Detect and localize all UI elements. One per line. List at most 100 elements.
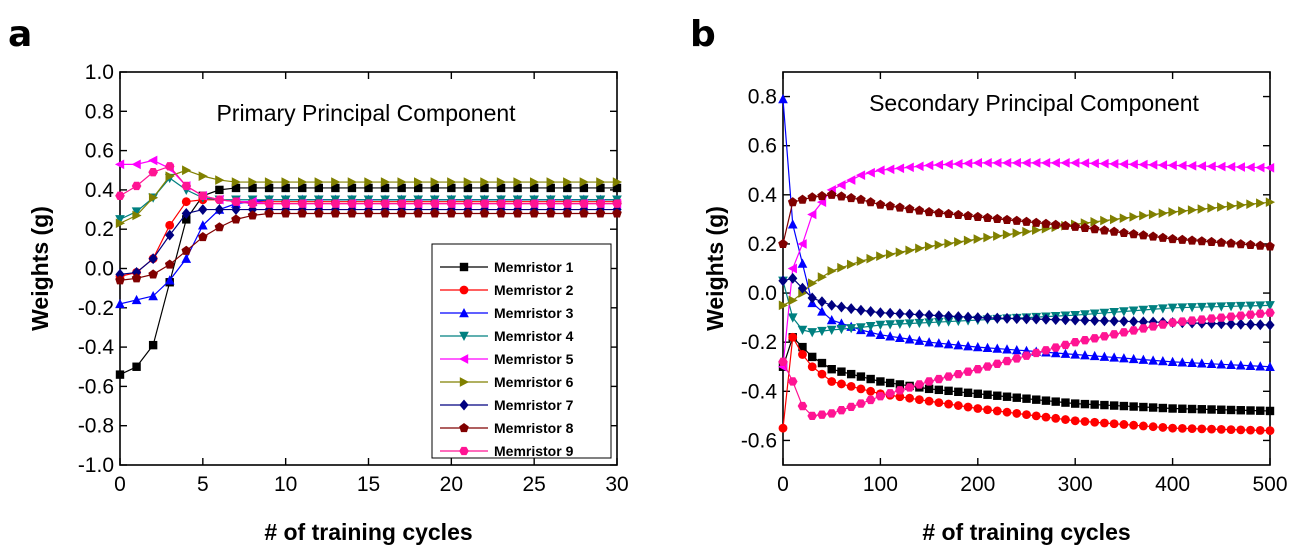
b-data-point bbox=[787, 219, 798, 229]
a-data-point bbox=[115, 298, 125, 309]
a-legend-marker bbox=[458, 354, 469, 364]
b-data-point bbox=[787, 263, 797, 274]
a-data-point bbox=[363, 208, 374, 218]
a-legend-label: Memristor 6 bbox=[494, 374, 574, 390]
a-data-point bbox=[529, 208, 539, 218]
b-data-point bbox=[1235, 360, 1246, 370]
b-data-point bbox=[1255, 240, 1266, 250]
a-data-point bbox=[214, 195, 225, 204]
b-data-point bbox=[1158, 208, 1168, 219]
b-data-point bbox=[1245, 310, 1256, 319]
b-data-point bbox=[894, 163, 905, 174]
b-data-point bbox=[1236, 318, 1246, 330]
b-data-point bbox=[1060, 348, 1071, 358]
a-data-point bbox=[264, 199, 274, 208]
b-data-point bbox=[856, 323, 866, 333]
b-data-point bbox=[1255, 309, 1266, 318]
a-x-tick-label: 5 bbox=[197, 473, 209, 496]
b-data-point bbox=[963, 235, 974, 246]
a-data-point bbox=[612, 177, 623, 187]
b-data-point bbox=[1050, 343, 1061, 352]
b-data-point bbox=[924, 377, 934, 386]
b-data-point bbox=[1158, 232, 1168, 242]
a-data-point bbox=[215, 175, 225, 185]
b-data-point bbox=[1177, 423, 1187, 433]
a-y-axis-title: Weights (g) bbox=[27, 206, 53, 331]
b-data-point bbox=[1167, 356, 1178, 367]
a-data-point bbox=[396, 208, 407, 218]
b-data-point bbox=[1226, 161, 1236, 172]
a-data-point bbox=[529, 177, 540, 187]
b-data-point bbox=[972, 365, 983, 374]
a-data-point bbox=[181, 208, 191, 219]
b-data-point bbox=[904, 319, 915, 329]
a-data-point bbox=[512, 208, 523, 218]
b-data-point bbox=[1089, 334, 1100, 343]
a-data-point bbox=[397, 177, 407, 187]
b-data-point bbox=[1187, 205, 1198, 215]
b-data-point bbox=[963, 311, 973, 323]
b-data-point bbox=[1011, 215, 1022, 225]
b-data-point bbox=[1031, 158, 1041, 168]
b-data-point bbox=[1109, 159, 1119, 169]
b-data-point bbox=[1168, 207, 1178, 217]
b-data-point bbox=[924, 337, 934, 347]
b-data-point bbox=[1061, 415, 1070, 424]
b-data-point bbox=[1041, 346, 1051, 355]
b-y-tick-label: 0.8 bbox=[748, 86, 777, 109]
a-y-tick-label: -0.2 bbox=[78, 297, 114, 320]
a-data-point bbox=[248, 177, 258, 187]
b-y-axis-title: Weights (g) bbox=[702, 206, 728, 331]
b-data-point bbox=[1226, 312, 1236, 321]
b-data-point bbox=[1265, 308, 1275, 317]
a-data-point bbox=[181, 245, 192, 255]
b-data-point bbox=[846, 175, 856, 185]
b-data-point bbox=[885, 201, 895, 211]
a-legend-marker bbox=[459, 446, 469, 456]
b-y-tick-label: 0.0 bbox=[748, 282, 777, 305]
a-data-point bbox=[579, 183, 589, 193]
a-data-point bbox=[264, 183, 274, 193]
a-data-point bbox=[131, 181, 142, 191]
b-data-point bbox=[953, 340, 964, 350]
b-data-point bbox=[973, 312, 983, 324]
b-data-point bbox=[865, 322, 876, 332]
b-data-point bbox=[1217, 202, 1227, 212]
b-data-point bbox=[1079, 158, 1090, 168]
b-data-point bbox=[1245, 301, 1256, 311]
a-y-tick-label: 0.4 bbox=[85, 179, 115, 202]
a-x-tick-label: 20 bbox=[440, 473, 463, 496]
b-data-point bbox=[1148, 422, 1158, 432]
a-data-point bbox=[297, 199, 308, 208]
b-data-point bbox=[807, 328, 818, 338]
a-legend-marker bbox=[459, 377, 470, 387]
b-data-point bbox=[1256, 406, 1265, 415]
b-data-point bbox=[1080, 350, 1090, 360]
chart-a: 0 5 10 15 20 25 30 -1.0 -0.8 -0.6 -0.4 -0.2 0.0 0.2 0.… bbox=[27, 61, 629, 545]
b-data-point bbox=[1031, 313, 1041, 325]
b-data-point bbox=[1128, 159, 1138, 170]
b-data-point bbox=[1216, 161, 1226, 172]
b-data-point bbox=[1216, 237, 1227, 247]
b-data-point bbox=[856, 194, 866, 204]
b-data-point bbox=[1012, 228, 1022, 238]
b-data-point bbox=[1256, 198, 1266, 208]
b-data-point bbox=[1265, 319, 1275, 331]
b-data-point bbox=[1235, 311, 1246, 320]
a-data-point bbox=[231, 204, 241, 216]
b-data-point bbox=[885, 320, 895, 330]
b-data-point bbox=[943, 310, 954, 322]
b-data-point bbox=[1128, 353, 1139, 364]
b-data-point bbox=[808, 352, 817, 362]
b-data-point bbox=[1070, 416, 1080, 426]
a-data-point bbox=[115, 191, 125, 200]
b-x-tick-label: 100 bbox=[863, 473, 898, 496]
a-data-point bbox=[447, 177, 457, 187]
b-series-8 bbox=[778, 189, 1275, 251]
b-y-tick-label: -0.4 bbox=[741, 380, 778, 403]
b-data-point bbox=[1109, 419, 1119, 429]
b-data-point bbox=[787, 313, 798, 323]
b-data-point bbox=[973, 389, 982, 398]
b-data-point bbox=[944, 238, 954, 249]
b-data-point bbox=[1090, 315, 1100, 327]
